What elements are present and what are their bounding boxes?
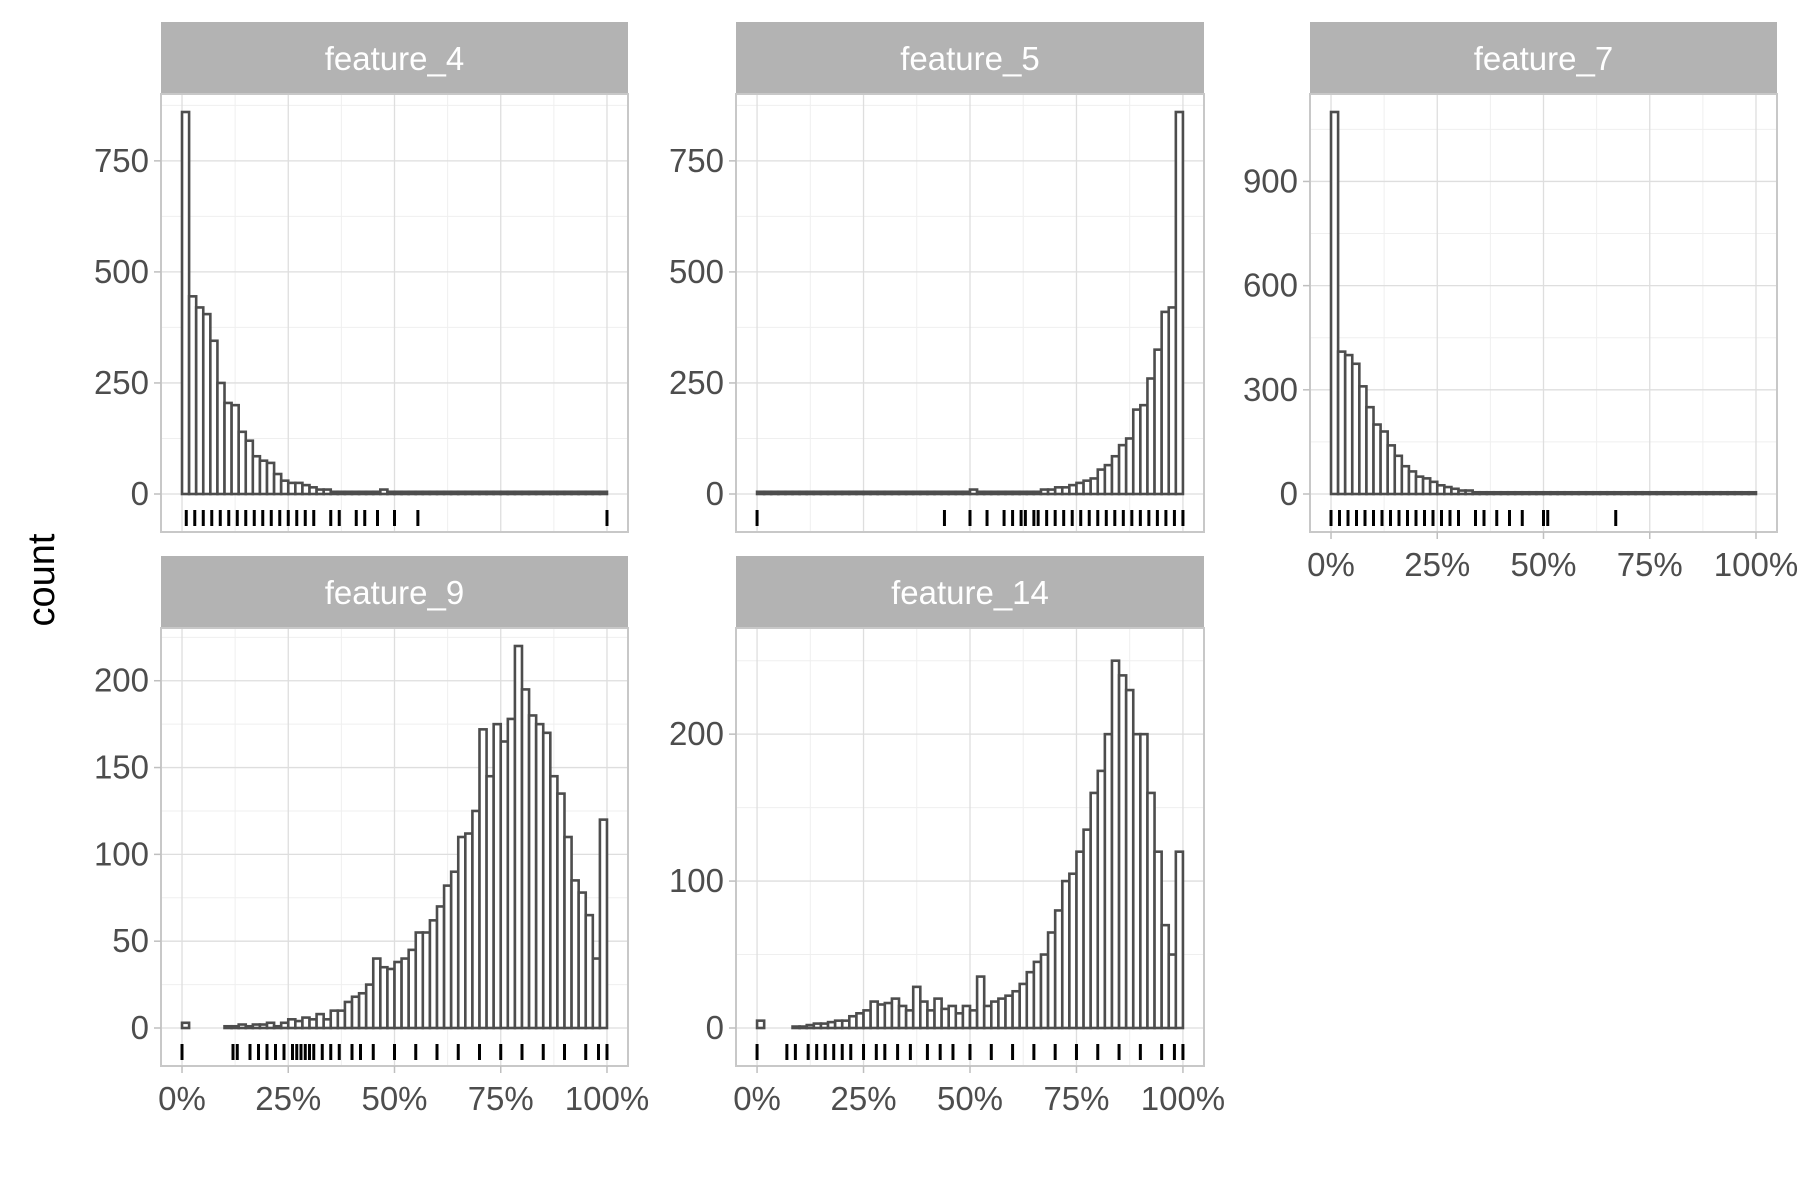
y-tick-label: 750 bbox=[94, 142, 149, 179]
y-tick-label: 500 bbox=[669, 253, 724, 290]
x-tick-label: 50% bbox=[361, 1080, 427, 1117]
histogram-bar bbox=[598, 490, 609, 496]
y-tick-label: 50 bbox=[112, 922, 149, 959]
y-tick-label: 0 bbox=[131, 1009, 149, 1046]
y-tick-label: 0 bbox=[1280, 475, 1298, 512]
histogram-bar bbox=[1174, 850, 1185, 1030]
histogram-bar bbox=[1329, 110, 1340, 496]
y-tick-label: 150 bbox=[94, 749, 149, 786]
facet-strip bbox=[161, 556, 628, 628]
facet-panels: feature_40250500750feature_50250500750fe… bbox=[94, 22, 1798, 1117]
facet-strip-label: feature_4 bbox=[325, 40, 464, 77]
x-tick-label: 75% bbox=[1043, 1080, 1109, 1117]
x-tick-label: 0% bbox=[158, 1080, 206, 1117]
x-tick-label: 100% bbox=[1714, 546, 1798, 583]
facet-strip-label: feature_9 bbox=[325, 574, 464, 611]
facet-strip-label: feature_14 bbox=[891, 574, 1049, 611]
y-tick-label: 600 bbox=[1243, 267, 1298, 304]
panel-border bbox=[160, 93, 629, 533]
x-tick-label: 25% bbox=[255, 1080, 321, 1117]
y-tick-label: 300 bbox=[1243, 371, 1298, 408]
x-tick-label: 50% bbox=[1510, 546, 1576, 583]
facet-strip bbox=[1310, 22, 1777, 94]
y-tick-label: 750 bbox=[669, 142, 724, 179]
histogram-bar bbox=[1747, 490, 1758, 496]
x-tick-label: 25% bbox=[830, 1080, 896, 1117]
facet-panel: feature_9 0 50 100 150 200 0% 25% 50% 75% 100% bbox=[94, 556, 649, 1117]
panel-border bbox=[735, 93, 1205, 533]
facet-panel: feature_4 0 250 500 750 bbox=[94, 22, 629, 533]
y-tick-label: 0 bbox=[131, 475, 149, 512]
facet-strip-label: feature_7 bbox=[1474, 40, 1613, 77]
facet-panel: feature_5 0 250 500 750 bbox=[669, 22, 1205, 533]
x-tick-label: 75% bbox=[1617, 546, 1683, 583]
x-tick-label: 75% bbox=[468, 1080, 534, 1117]
histogram-bar bbox=[1174, 110, 1185, 496]
y-tick-label: 100 bbox=[669, 862, 724, 899]
y-tick-label: 500 bbox=[94, 253, 149, 290]
y-tick-label: 200 bbox=[94, 662, 149, 699]
x-tick-label: 0% bbox=[733, 1080, 781, 1117]
facet-strip bbox=[736, 556, 1204, 628]
x-tick-label: 0% bbox=[1307, 546, 1355, 583]
y-tick-label: 200 bbox=[669, 715, 724, 752]
x-tick-label: 100% bbox=[565, 1080, 649, 1117]
facet-strip bbox=[736, 22, 1204, 94]
facet-panel: feature_14 0 100 200 0% 25% 50% 75% 100% bbox=[669, 556, 1225, 1117]
histogram-bar bbox=[975, 975, 986, 1030]
histogram-bar bbox=[180, 1021, 191, 1030]
facet-strip-label: feature_5 bbox=[900, 40, 1039, 77]
x-tick-label: 50% bbox=[937, 1080, 1003, 1117]
x-tick-label: 100% bbox=[1141, 1080, 1225, 1117]
y-tick-label: 0 bbox=[706, 1009, 724, 1046]
y-tick-label: 100 bbox=[94, 835, 149, 872]
y-axis-label: count bbox=[21, 533, 63, 626]
y-tick-label: 250 bbox=[94, 364, 149, 401]
y-tick-label: 900 bbox=[1243, 162, 1298, 199]
y-tick-label: 0 bbox=[706, 475, 724, 512]
y-tick-label: 250 bbox=[669, 364, 724, 401]
x-tick-label: 25% bbox=[1404, 546, 1470, 583]
histogram-bar bbox=[755, 1019, 766, 1030]
facet-panel: feature_7 0 300 600 900 0% 25% 50% 75% 100% bbox=[1243, 22, 1798, 583]
histogram-bar bbox=[598, 818, 609, 1030]
facet-strip bbox=[161, 22, 628, 94]
